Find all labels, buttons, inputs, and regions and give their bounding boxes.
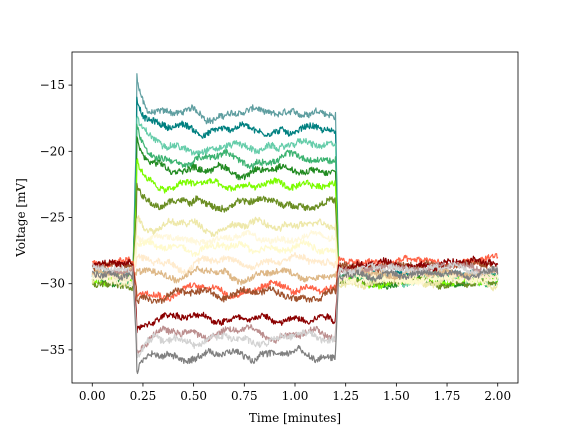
series-line-6 [91,158,498,290]
x-tick-label: 1.75 [434,389,461,403]
x-axis: 0.00 0.25 0.50 0.75 1.00 1.25 1.50 1.75 2.00 [79,383,511,403]
y-tick-label: −30 [40,277,65,291]
x-tick-label: 0.00 [79,389,106,403]
y-tick-label: −35 [40,343,65,357]
x-tick-label: 1.00 [282,389,309,403]
series-line-13 [91,253,499,302]
x-tick-label: 0.75 [231,389,258,403]
x-tick-label: 0.25 [130,389,157,403]
series-line-17 [91,261,499,359]
series-line-14 [91,258,498,305]
series-line-8 [91,215,499,292]
y-tick-label: −25 [40,211,65,225]
x-axis-label: Time [minutes] [249,411,341,425]
y-axis-label: Voltage [mV] [14,178,28,258]
y-axis: −35 −30 −25 −20 −15 [40,78,72,357]
series-line-18 [91,265,499,375]
x-tick-label: 2.00 [484,389,511,403]
traces-group [91,73,499,375]
y-tick-label: −20 [40,144,65,158]
x-tick-label: 1.25 [332,389,359,403]
y-tick-label: −15 [40,78,65,92]
series-line-11 [91,252,499,283]
x-tick-label: 0.50 [180,389,207,403]
series-line-2 [91,96,499,285]
series-line-16 [92,261,499,356]
series-line-1 [91,73,499,284]
x-tick-label: 1.50 [383,389,410,403]
